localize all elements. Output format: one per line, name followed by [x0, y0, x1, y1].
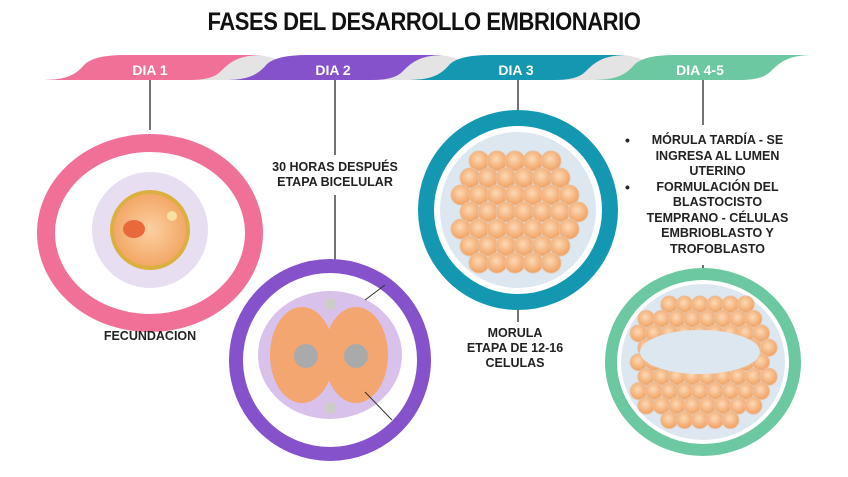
cell [675, 411, 694, 430]
cell [540, 252, 562, 274]
caption-day-2: 30 HORAS DESPUÉS ETAPA BICELULAR [255, 160, 415, 190]
cell [468, 252, 490, 274]
two-cell-illustration [229, 259, 431, 461]
cell [540, 150, 562, 172]
cell [549, 167, 571, 189]
ribbon-segment [590, 55, 815, 80]
caption-line: CELULAS [485, 356, 545, 370]
tab-day-3: DIA 3 [498, 62, 534, 78]
ribbon-segment [405, 55, 630, 80]
bullet-item: FORMULACIÓN DEL BLASTOCISTO TEMPRANO - C… [625, 180, 790, 258]
cell [744, 309, 763, 328]
cell [744, 396, 763, 415]
ribbon-segment [40, 55, 265, 80]
caption-day-4-5: MÓRULA TARDÍA - SE INGRESA AL LUMEN UTER… [625, 133, 790, 258]
cell [558, 218, 580, 240]
cell [567, 201, 589, 223]
morula-illustration [418, 110, 618, 310]
cell [736, 295, 755, 314]
cell [759, 367, 778, 386]
cell [752, 324, 771, 343]
tab-day-2: DIA 2 [315, 62, 351, 78]
cell [660, 411, 679, 430]
caption-line: 30 HORAS DESPUÉS [272, 160, 398, 174]
cell [759, 338, 778, 357]
cell [522, 252, 544, 274]
blastocyst-illustration [605, 268, 801, 456]
ribbon-segment [222, 55, 447, 80]
bullet-item: MÓRULA TARDÍA - SE INGRESA AL LUMEN UTER… [625, 133, 790, 180]
cell [504, 252, 526, 274]
tab-day-4-5: DIA 4-5 [676, 62, 724, 78]
caption-line: MORULA [487, 326, 543, 340]
caption-line: ETAPA DE 12-16 [466, 341, 564, 355]
cell [558, 184, 580, 206]
cell [637, 396, 656, 415]
cell [486, 252, 508, 274]
cell [721, 411, 740, 430]
cell [706, 411, 725, 430]
caption-line: ETAPA BICELULAR [277, 175, 393, 189]
caption-day-3: MORULA ETAPA DE 12-16 CELULAS [440, 326, 590, 371]
tab-day-1: DIA 1 [132, 62, 168, 78]
cell [690, 411, 709, 430]
caption-day-1: FECUNDACION [103, 329, 197, 343]
page-title: FASES DEL DESARROLLO EMBRIONARIO [207, 8, 641, 36]
cell [752, 382, 771, 401]
fertilization-illustration [37, 134, 263, 332]
cell [549, 235, 571, 257]
